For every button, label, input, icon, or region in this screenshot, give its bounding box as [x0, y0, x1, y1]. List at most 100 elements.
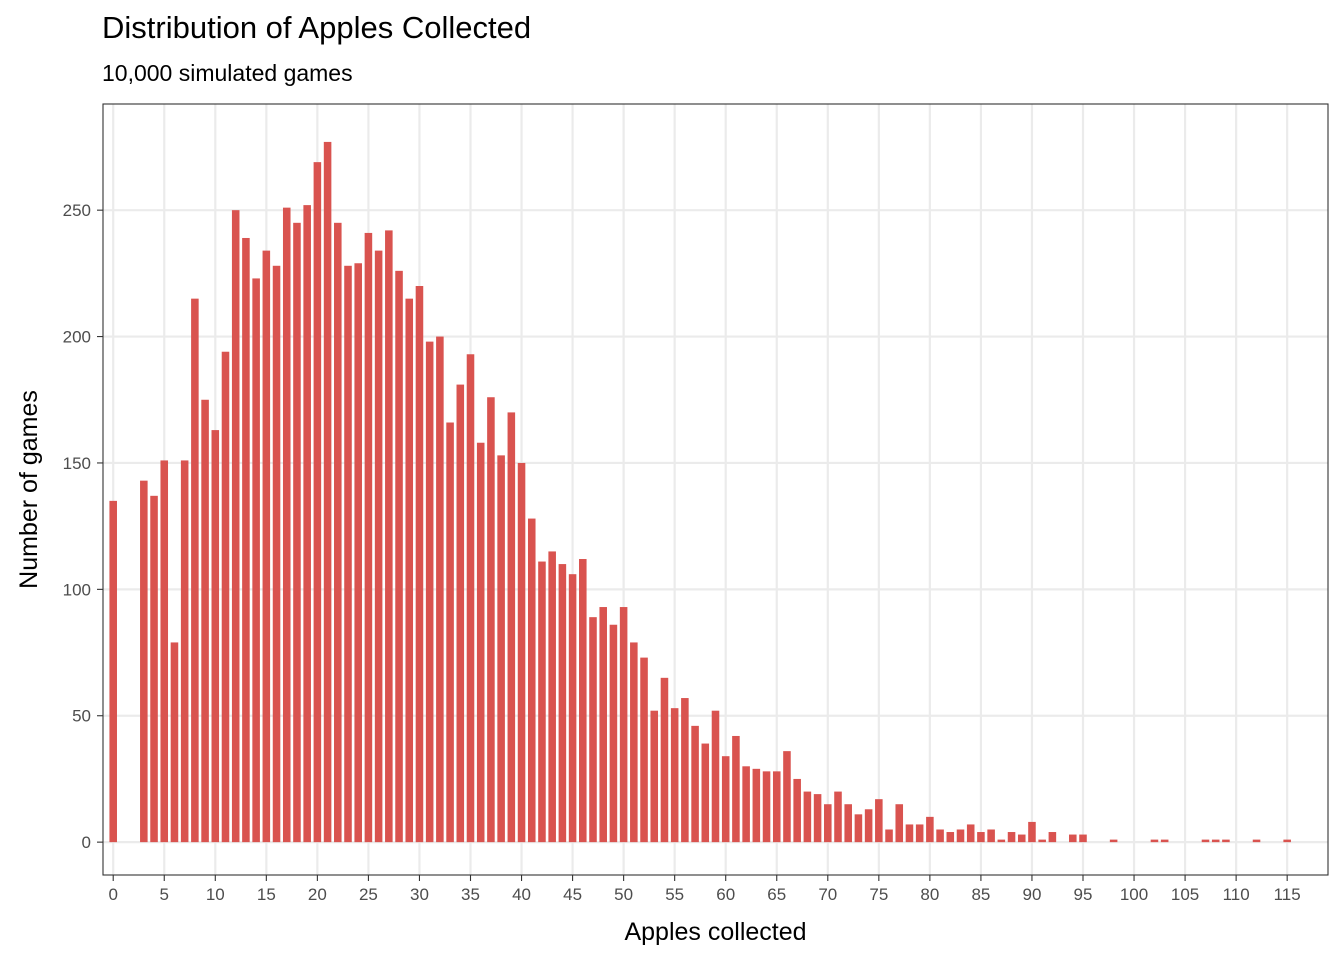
bar	[1150, 839, 1159, 843]
bar	[313, 162, 322, 843]
y-tick-label: 150	[63, 454, 91, 473]
x-tick-label: 30	[410, 885, 429, 904]
bar	[793, 778, 801, 843]
bar	[813, 794, 822, 843]
bar	[109, 500, 117, 843]
bar	[1211, 839, 1220, 843]
bar	[211, 430, 220, 843]
bar	[385, 230, 393, 843]
x-tick-label: 0	[108, 885, 117, 904]
bar	[589, 617, 597, 843]
bar	[446, 422, 454, 843]
bar	[140, 480, 148, 843]
bar	[180, 460, 189, 843]
bar	[864, 809, 873, 843]
bar	[1160, 839, 1169, 843]
bar	[1007, 832, 1016, 843]
bar	[425, 341, 434, 843]
bar	[415, 286, 424, 843]
bar	[160, 460, 169, 843]
bar	[630, 642, 638, 843]
x-tick-label: 105	[1171, 885, 1199, 904]
bar	[681, 698, 689, 843]
bar	[405, 298, 414, 843]
bar	[936, 829, 944, 843]
bar	[966, 824, 975, 843]
y-tick-label: 100	[63, 580, 91, 599]
bar	[885, 829, 893, 843]
bar	[374, 250, 383, 843]
bar	[527, 518, 536, 843]
bar	[834, 791, 842, 843]
bar	[650, 710, 659, 843]
x-tick-label: 5	[160, 885, 169, 904]
bar	[772, 771, 781, 843]
bar	[824, 804, 832, 843]
x-tick-label: 55	[665, 885, 684, 904]
bar	[1201, 839, 1210, 843]
bar	[926, 816, 934, 843]
x-tick-label: 90	[1022, 885, 1041, 904]
x-tick-label: 100	[1120, 885, 1148, 904]
bar	[977, 832, 985, 843]
bar	[844, 804, 852, 843]
bar	[946, 832, 955, 843]
x-tick-label: 85	[971, 885, 990, 904]
axis-ticks: 0 5 10 15 20 25 30 35 40 45 50 55 60 65 70 75 80 85 90 95 10…	[63, 201, 1301, 904]
bar	[487, 397, 495, 843]
bar	[221, 351, 230, 843]
bar	[895, 804, 904, 843]
bar	[1109, 839, 1118, 843]
y-axis-title: Number of games	[15, 390, 43, 589]
x-tick-label: 35	[461, 885, 480, 904]
x-tick-label: 40	[512, 885, 531, 904]
bar	[711, 710, 720, 843]
bar	[476, 442, 485, 843]
bar	[323, 141, 332, 843]
bar	[150, 495, 158, 843]
x-tick-label: 65	[767, 885, 786, 904]
x-tick-label: 25	[359, 885, 378, 904]
bar	[956, 829, 965, 843]
bar	[579, 559, 587, 843]
bar	[599, 607, 607, 843]
bar	[742, 766, 750, 843]
bar	[262, 250, 271, 843]
bar	[1283, 839, 1291, 843]
bar	[987, 829, 995, 843]
bar	[568, 574, 577, 843]
bar	[609, 624, 618, 843]
x-tick-label: 75	[869, 885, 888, 904]
x-tick-label: 45	[563, 885, 582, 904]
bar	[1038, 839, 1046, 843]
bar	[354, 263, 362, 843]
bar	[915, 824, 924, 843]
bar	[854, 814, 863, 843]
bar	[1222, 839, 1230, 843]
bar	[558, 564, 567, 843]
y-tick-label: 0	[82, 833, 91, 852]
bar	[395, 270, 403, 843]
x-axis-title: Apples collected	[624, 918, 806, 946]
y-tick-label: 250	[63, 201, 91, 220]
bar	[282, 207, 291, 843]
bar	[1079, 834, 1087, 843]
bar	[905, 824, 914, 843]
bar	[997, 839, 1006, 843]
bar	[201, 399, 209, 843]
bar	[732, 735, 740, 843]
bar	[517, 462, 526, 843]
bar	[803, 791, 812, 843]
bar	[466, 354, 475, 843]
bar	[344, 265, 352, 843]
bar	[640, 657, 648, 843]
x-tick-label: 70	[818, 885, 837, 904]
bar	[507, 412, 516, 843]
bar	[242, 237, 250, 843]
x-tick-label: 80	[920, 885, 939, 904]
bar	[660, 677, 669, 843]
bar	[252, 278, 260, 843]
bar	[231, 210, 240, 843]
bar	[497, 455, 505, 843]
